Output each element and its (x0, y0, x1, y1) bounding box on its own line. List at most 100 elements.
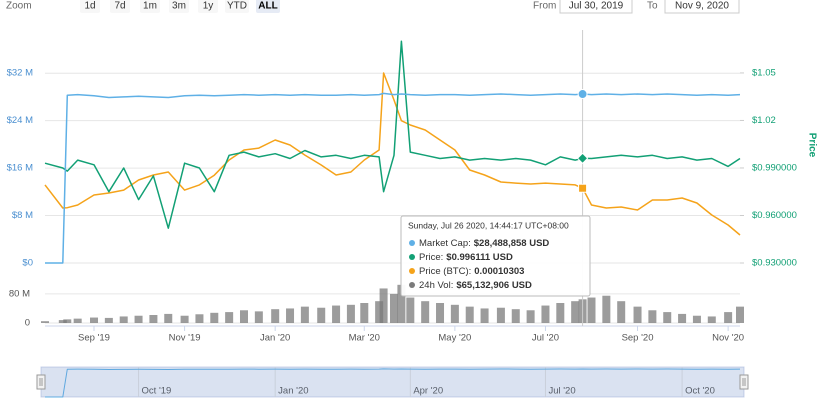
volume-bar (678, 313, 687, 323)
y2-tick-label: $0.930000 (752, 258, 797, 269)
volume-bar (271, 309, 280, 323)
x-tick-label: Mar '20 (349, 333, 380, 344)
tooltip-row-name: Market Cap: (419, 238, 471, 249)
from-input[interactable] (559, 0, 633, 14)
navigator-handle[interactable] (36, 374, 46, 390)
volume-bar (300, 306, 309, 323)
volume-bar (119, 316, 128, 323)
y-tick-label: $24 M (7, 115, 33, 126)
zoom-button[interactable] (140, 0, 160, 13)
tooltip-dot (409, 240, 415, 246)
hover-marker (577, 89, 588, 100)
zoom-button-label: 1m (143, 1, 157, 12)
navigator-bg (40, 366, 745, 398)
tooltip-row-name: 24h Vol: (419, 280, 453, 291)
tooltip-dot (409, 282, 415, 288)
zoom-button[interactable] (256, 0, 280, 13)
tooltip-row-value: $65,132,906 USD (456, 280, 532, 291)
volume-bar (707, 316, 716, 323)
navigator-tick-label: Apr '20 (413, 386, 443, 397)
volume-bar (286, 308, 295, 323)
zoom-button[interactable] (198, 0, 218, 13)
zoom-button-label: 1d (84, 1, 95, 12)
volume-bar (421, 301, 430, 323)
volume-bar (450, 304, 459, 323)
from-value: Jul 30, 2019 (569, 1, 624, 12)
volume-bar (633, 306, 642, 323)
to-input[interactable] (664, 0, 740, 14)
volume-bar (526, 310, 535, 323)
volume-bar (149, 315, 158, 323)
volume-bar (436, 303, 445, 323)
zoom-button[interactable] (80, 0, 100, 13)
tooltip-row: 24h Vol: $65,132,906 USD (419, 280, 532, 291)
volume-bar (389, 293, 398, 323)
volume-bar (602, 295, 611, 323)
volume-bar (180, 315, 189, 323)
x-tick-label: Jan '20 (260, 333, 290, 344)
volume-bar (104, 317, 113, 323)
zoom-button[interactable] (110, 0, 130, 13)
y-tick-label: $32 M (7, 68, 33, 79)
zoom-button-label: YTD (227, 1, 247, 12)
volume-bar (63, 319, 72, 323)
volume-bar (648, 310, 657, 323)
zoom-button-label: 3m (172, 1, 186, 12)
volume-bar (134, 315, 143, 323)
volume-tick-label: 80 M (9, 288, 30, 299)
volume-bar (254, 311, 263, 323)
volume-bar (73, 318, 82, 323)
y-tick-label: $0 (22, 258, 33, 269)
volume-bar (692, 315, 701, 323)
volume-bar (406, 297, 415, 323)
tooltip-row: Price: $0.996111 USD (419, 252, 513, 263)
tooltip-box (400, 215, 591, 297)
volume-bar (480, 308, 489, 323)
zoom-button[interactable] (169, 0, 189, 13)
volume-bar (379, 288, 388, 323)
x-tick-label: May '20 (438, 333, 471, 344)
zoom-button-label: 7d (114, 1, 125, 12)
volume-bar (58, 320, 67, 323)
volume-bar (360, 303, 369, 323)
volume-tick-label: 0 (25, 318, 30, 329)
tooltip-header: Sunday, Jul 26 2020, 14:44:17 UTC+08:00 (408, 220, 569, 230)
volume-bar (736, 306, 744, 323)
tooltip-row-name: Price (BTC): (419, 266, 471, 277)
y2-tick-label: $1.02 (752, 115, 776, 126)
navigator-tick-label: Jul '20 (548, 386, 575, 397)
x-tick-label: Sep '19 (78, 333, 110, 344)
hover-marker (576, 152, 589, 165)
y2-tick-label: $0.990000 (752, 162, 797, 173)
tooltip-row-value: $28,488,858 USD (474, 238, 550, 249)
y-tick-label: $8 M (12, 210, 33, 221)
tooltip-row: Market Cap: $28,488,858 USD (419, 238, 549, 249)
volume-bar (511, 309, 520, 323)
tooltip-row-value: 0.00010303 (474, 266, 524, 277)
navigator-handle[interactable] (739, 374, 749, 390)
zoom-button[interactable] (225, 0, 249, 13)
volume-bar (164, 313, 173, 323)
navigator-tick-label: Oct '19 (142, 386, 172, 397)
navigator-line (45, 368, 741, 398)
x-tick-label: Nov '20 (712, 333, 744, 344)
series-line (44, 40, 741, 229)
y2-axis-label: Price (806, 133, 817, 158)
navigator-tick-label: Jan '20 (278, 386, 308, 397)
tooltip-row: Price (BTC): 0.00010303 (419, 266, 524, 277)
x-tick-label: Sep '20 (622, 333, 654, 344)
tooltip-row-value: $0.996111 USD (446, 252, 513, 263)
zoom-button-label: ALL (258, 1, 277, 12)
volume-bar (210, 312, 219, 323)
navigator-mask (41, 367, 744, 397)
y-tick-label: $16 M (7, 163, 33, 174)
volume-bar (465, 306, 474, 323)
to-value: Nov 9, 2020 (675, 1, 729, 12)
to-label: To (647, 1, 658, 12)
tooltip-dot (409, 268, 415, 274)
volume-bar (587, 297, 596, 323)
tooltip-dot (409, 254, 415, 260)
volume-bar (90, 317, 99, 323)
zoom-button-label: 1y (203, 1, 214, 12)
